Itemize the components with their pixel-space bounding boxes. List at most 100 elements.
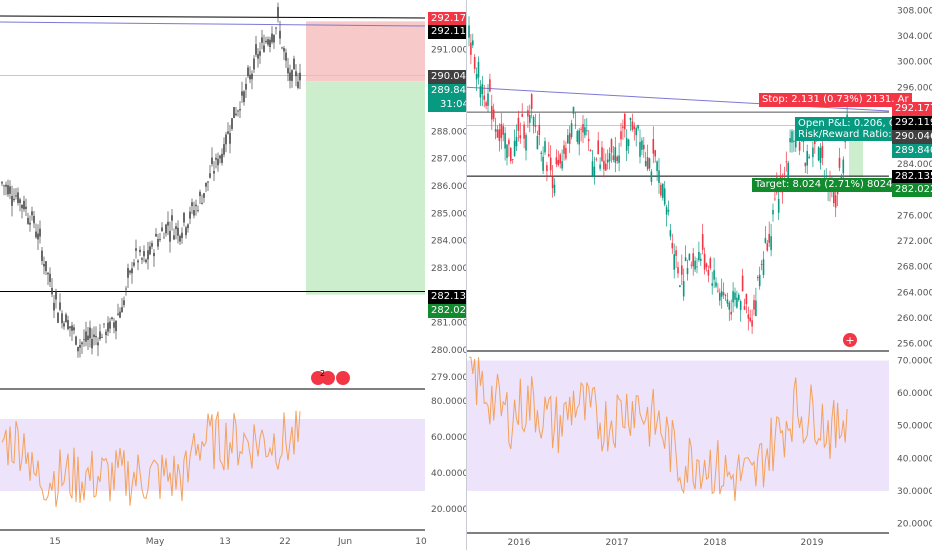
price-tick-label: 268.000: [897, 263, 932, 273]
candle-body: [643, 144, 645, 150]
candle-body: [738, 294, 740, 300]
left-chart-pane[interactable]: 291.000289.000288.000287.000286.000285.0…: [0, 0, 476, 550]
candle-body: [205, 182, 207, 187]
trend-line: [0, 21, 426, 27]
candle-body: [496, 129, 499, 138]
candle-body: [1, 182, 3, 184]
candle-body: [549, 157, 552, 171]
trend-line: [467, 86, 890, 112]
left-chart-canvas[interactable]: 291.000289.000288.000287.000286.000285.0…: [0, 0, 466, 550]
candle-body: [568, 133, 571, 144]
candle-body: [117, 313, 119, 315]
time-tick-label: 13: [219, 537, 230, 547]
right-badge-stop: 292.177: [892, 102, 932, 116]
candle-body: [806, 151, 808, 166]
candle-body: [540, 152, 542, 154]
candle-body: [530, 94, 533, 109]
candle-body: [199, 191, 201, 197]
time-tick-label: 2017: [606, 538, 629, 548]
candle-body: [73, 327, 75, 331]
candle-body: [523, 124, 525, 139]
candle-body: [41, 250, 43, 261]
candle-body: [635, 128, 637, 136]
candle-body: [698, 251, 700, 261]
candle-body: [33, 215, 35, 224]
candle-body: [551, 176, 554, 189]
candle-body: [656, 161, 658, 172]
candle-body: [237, 110, 239, 112]
candle-body: [546, 165, 548, 171]
candle-body: [511, 159, 514, 160]
rsi-tick-label: 40.0000: [897, 454, 932, 464]
right-chart-canvas[interactable]: 308.000304.000300.000296.000288.000284.0…: [467, 0, 932, 550]
candle-body: [732, 291, 734, 303]
candle-body: [9, 186, 11, 194]
candle-body: [241, 91, 243, 96]
candle-body: [221, 153, 223, 163]
plus-icon: +: [845, 334, 854, 347]
candle-body: [257, 54, 259, 59]
candle-body: [61, 313, 63, 324]
candle-body: [59, 302, 61, 310]
candle-body: [574, 124, 577, 126]
rsi-tick-label: 60.0000: [897, 389, 932, 399]
price-tick-label: 281.000: [431, 318, 466, 328]
candle-body: [572, 106, 575, 114]
candle-body: [119, 311, 121, 318]
candle-body: [833, 191, 835, 204]
time-tick-label: 22: [279, 537, 290, 547]
right-badge-entry: 289.840: [892, 144, 932, 158]
candle-body: [506, 144, 508, 159]
candle-body: [610, 139, 613, 153]
candle-body: [231, 118, 233, 129]
candle-body: [525, 134, 527, 151]
price-tick-label: 285.000: [431, 209, 466, 219]
candle-body: [475, 73, 478, 80]
price-tick-label: 308.000: [897, 6, 932, 16]
candle-body: [247, 67, 249, 77]
candle-body: [275, 27, 277, 29]
candle-body: [89, 327, 91, 339]
candle-body: [79, 344, 81, 348]
candle-body: [225, 134, 227, 145]
candle-body: [774, 198, 776, 200]
candle-body: [684, 257, 687, 262]
price-tick-label: 291.000: [431, 45, 466, 55]
candle-body: [747, 314, 750, 319]
candle-body: [111, 317, 113, 320]
candle-body: [787, 162, 789, 179]
candle-body: [187, 224, 189, 229]
candle-body: [812, 147, 814, 158]
candle-body: [565, 147, 567, 159]
pane-divider[interactable]: [466, 0, 467, 550]
candle-body: [627, 139, 630, 147]
candle-body: [197, 210, 199, 211]
candle-body: [167, 221, 169, 226]
candle-body: [133, 262, 135, 266]
candle-body: [567, 135, 569, 144]
rsi-tick-label: 50.0000: [897, 422, 932, 432]
candle-body: [155, 233, 157, 237]
candle-body: [622, 126, 624, 128]
candle-body: [785, 161, 788, 163]
rsi-tick-label: 80.0000: [431, 397, 466, 407]
candle-body: [751, 320, 753, 327]
candle-body: [273, 35, 275, 43]
rsi-line: [469, 356, 848, 502]
candle-body: [580, 129, 582, 130]
candle-body: [701, 234, 704, 250]
candle-body: [648, 158, 651, 169]
candle-body: [5, 184, 7, 187]
candle-body: [53, 302, 55, 311]
candle-body: [97, 342, 99, 346]
candle-body: [263, 45, 265, 52]
candle-body: [125, 288, 127, 290]
right-badge-support: 282.135: [892, 170, 932, 184]
candle-body: [770, 236, 772, 251]
price-tick-label: 284.000: [431, 237, 466, 247]
candle-body: [271, 33, 273, 43]
candle-body: [637, 124, 639, 129]
candle-body: [753, 300, 755, 310]
candle-body: [717, 290, 719, 292]
right-chart-pane[interactable]: 308.000304.000300.000296.000288.000284.0…: [467, 0, 932, 550]
